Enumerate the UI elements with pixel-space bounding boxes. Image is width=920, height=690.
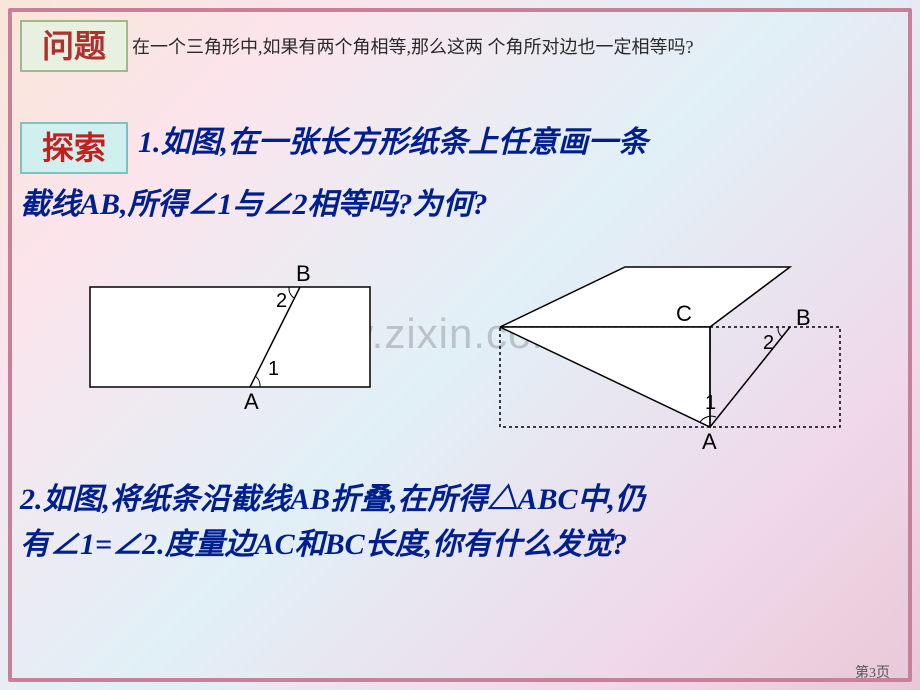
text-1b: 截线AB,所得∠1与∠2相等吗?为何? [20, 188, 488, 221]
text-2b: 有∠1=∠2.度量边AC和BC长度,你有什么发觉? [20, 528, 627, 561]
svg-text:1: 1 [268, 358, 279, 380]
text-1a: 1.如图,在一张长方形纸条上任意画一条 [138, 126, 648, 159]
problem-label: 问题 [20, 20, 128, 72]
explore-label: 探索 [20, 122, 128, 174]
problem-question: 在一个三角形中,如果有两个角相等,那么这两 个角所对边也一定相等吗? [132, 33, 694, 59]
svg-text:B: B [796, 305, 811, 330]
diagram-2: 1 2 A B C [480, 247, 860, 462]
svg-text:B: B [296, 261, 311, 286]
svg-text:A: A [244, 389, 259, 414]
diagram-1: 1 2 A B [60, 247, 400, 462]
page-number: 第3页 [855, 662, 890, 682]
text-2a: 2.如图,将纸条沿截线AB折叠,在所得△ABC中,仍 [20, 483, 645, 516]
svg-text:C: C [676, 301, 692, 326]
svg-text:1: 1 [705, 392, 716, 414]
svg-text:2: 2 [763, 332, 774, 354]
svg-text:A: A [702, 429, 717, 454]
svg-text:2: 2 [276, 290, 287, 312]
